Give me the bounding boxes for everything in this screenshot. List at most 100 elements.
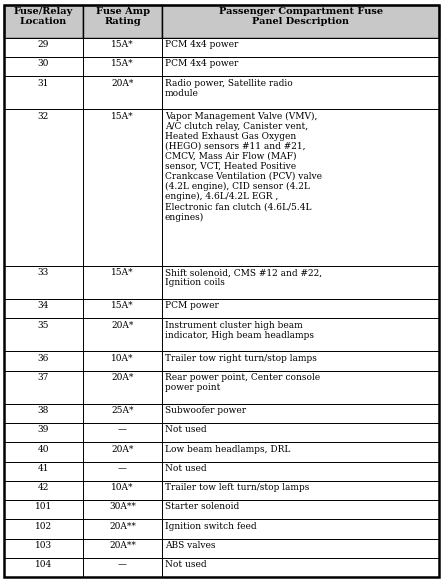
- Bar: [4, 442, 83, 462]
- Bar: [83, 539, 162, 558]
- Bar: [162, 351, 439, 371]
- Bar: [83, 76, 162, 109]
- Bar: [4, 481, 83, 500]
- Text: 15A*: 15A*: [111, 111, 134, 121]
- Text: 20A**: 20A**: [109, 521, 136, 531]
- Text: Not used: Not used: [165, 560, 206, 569]
- Bar: [162, 57, 439, 76]
- Text: Not used: Not used: [165, 425, 206, 434]
- Text: 103: 103: [35, 541, 52, 550]
- Bar: [4, 539, 83, 558]
- Bar: [162, 266, 439, 299]
- Text: 101: 101: [35, 502, 52, 512]
- Bar: [4, 404, 83, 423]
- Text: 30: 30: [38, 59, 49, 68]
- Bar: [162, 38, 439, 57]
- Bar: [83, 371, 162, 404]
- Bar: [83, 423, 162, 442]
- Bar: [162, 558, 439, 577]
- Text: —: —: [118, 560, 127, 569]
- Bar: [83, 462, 162, 481]
- Bar: [162, 76, 439, 109]
- Text: 30A**: 30A**: [109, 502, 136, 512]
- Bar: [162, 500, 439, 519]
- Bar: [83, 5, 162, 38]
- Bar: [83, 351, 162, 371]
- Bar: [162, 519, 439, 539]
- Text: 37: 37: [38, 373, 49, 382]
- Bar: [83, 481, 162, 500]
- Bar: [4, 76, 83, 109]
- Text: 20A**: 20A**: [109, 541, 136, 550]
- Bar: [162, 442, 439, 462]
- Text: Low beam headlamps, DRL: Low beam headlamps, DRL: [165, 444, 290, 454]
- Text: Not used: Not used: [165, 464, 206, 473]
- Bar: [4, 558, 83, 577]
- Bar: [4, 462, 83, 481]
- Text: 40: 40: [38, 444, 49, 454]
- Text: PCM 4x4 power: PCM 4x4 power: [165, 59, 238, 68]
- Text: 15A*: 15A*: [111, 59, 134, 68]
- Bar: [4, 500, 83, 519]
- Text: 20A*: 20A*: [111, 321, 134, 329]
- Text: Instrument cluster high beam
indicator, High beam headlamps: Instrument cluster high beam indicator, …: [165, 321, 314, 340]
- Bar: [162, 539, 439, 558]
- Bar: [162, 404, 439, 423]
- Text: Radio power, Satellite radio
module: Radio power, Satellite radio module: [165, 78, 293, 97]
- Text: Passenger Compartment Fuse
Panel Description: Passenger Compartment Fuse Panel Descrip…: [219, 7, 383, 26]
- Text: 39: 39: [38, 425, 49, 434]
- Text: Fuse/Relay
Location: Fuse/Relay Location: [14, 7, 73, 26]
- Bar: [4, 371, 83, 404]
- Text: 20A*: 20A*: [111, 373, 134, 382]
- Bar: [162, 318, 439, 351]
- Bar: [4, 299, 83, 318]
- Text: 31: 31: [38, 78, 49, 88]
- Text: 20A*: 20A*: [111, 78, 134, 88]
- Bar: [83, 500, 162, 519]
- Text: 15A*: 15A*: [111, 269, 134, 277]
- Text: 36: 36: [38, 354, 49, 362]
- Bar: [83, 38, 162, 57]
- Text: 35: 35: [38, 321, 49, 329]
- Text: Trailer tow right turn/stop lamps: Trailer tow right turn/stop lamps: [165, 354, 317, 362]
- Text: PCM power: PCM power: [165, 302, 219, 310]
- Bar: [83, 109, 162, 266]
- Bar: [83, 519, 162, 539]
- Bar: [162, 109, 439, 266]
- Bar: [4, 351, 83, 371]
- Text: 25A*: 25A*: [111, 406, 134, 415]
- Bar: [4, 519, 83, 539]
- Bar: [162, 462, 439, 481]
- Bar: [4, 38, 83, 57]
- Text: 15A*: 15A*: [111, 40, 134, 49]
- Bar: [162, 371, 439, 404]
- Text: Starter solenoid: Starter solenoid: [165, 502, 239, 512]
- Text: 10A*: 10A*: [111, 483, 134, 492]
- Bar: [83, 404, 162, 423]
- Text: Subwoofer power: Subwoofer power: [165, 406, 246, 415]
- Text: Ignition switch feed: Ignition switch feed: [165, 521, 256, 531]
- Bar: [83, 299, 162, 318]
- Bar: [162, 299, 439, 318]
- Text: 29: 29: [38, 40, 49, 49]
- Text: Fuse Amp
Rating: Fuse Amp Rating: [96, 7, 150, 26]
- Bar: [83, 318, 162, 351]
- Text: 10A*: 10A*: [111, 354, 134, 362]
- Bar: [83, 442, 162, 462]
- Bar: [4, 266, 83, 299]
- Text: Shift solenoid, CMS #12 and #22,
Ignition coils: Shift solenoid, CMS #12 and #22, Ignitio…: [165, 269, 322, 288]
- Bar: [162, 481, 439, 500]
- Text: 20A*: 20A*: [111, 444, 134, 454]
- Text: 38: 38: [38, 406, 49, 415]
- Text: ABS valves: ABS valves: [165, 541, 215, 550]
- Bar: [4, 57, 83, 76]
- Text: 102: 102: [35, 521, 52, 531]
- Bar: [83, 57, 162, 76]
- Text: Rear power point, Center console
power point: Rear power point, Center console power p…: [165, 373, 320, 392]
- Text: 15A*: 15A*: [111, 302, 134, 310]
- Text: —: —: [118, 464, 127, 473]
- Bar: [83, 266, 162, 299]
- Bar: [162, 423, 439, 442]
- Text: 34: 34: [38, 302, 49, 310]
- Text: Trailer tow left turn/stop lamps: Trailer tow left turn/stop lamps: [165, 483, 309, 492]
